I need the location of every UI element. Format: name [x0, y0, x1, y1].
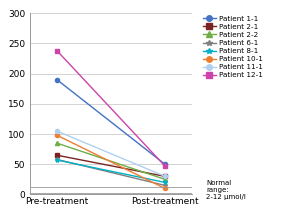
Legend: Patient 1-1, Patient 2-1, Patient 2-2, Patient 6-1, Patient 8-1, Patient 10-1, P: Patient 1-1, Patient 2-1, Patient 2-2, P…: [202, 15, 263, 79]
Text: Normal
range:
2-12 μmol/l: Normal range: 2-12 μmol/l: [206, 180, 246, 200]
